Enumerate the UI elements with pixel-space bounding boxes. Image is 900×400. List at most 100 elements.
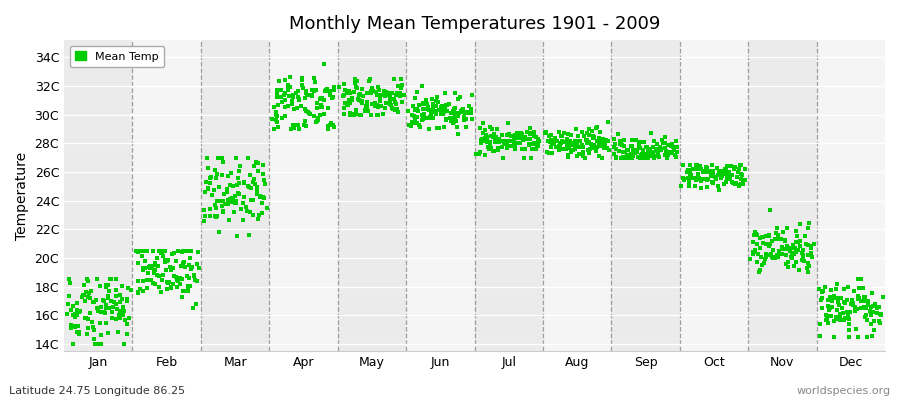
Point [759, 254, 773, 261]
Point [804, 244, 818, 251]
Point [750, 241, 764, 247]
Point [425, 96, 439, 102]
Point [228, 193, 242, 199]
Point [313, 96, 328, 102]
Point [230, 182, 244, 188]
Point [278, 77, 293, 84]
Point [724, 178, 739, 185]
Point [327, 124, 341, 130]
Point [699, 169, 714, 175]
Point [487, 131, 501, 137]
Point [632, 145, 646, 152]
Point [237, 178, 251, 185]
Point [236, 200, 250, 206]
Point [634, 139, 648, 145]
Point [857, 294, 871, 300]
Point [589, 148, 603, 154]
Point [663, 150, 678, 156]
Point [436, 106, 451, 112]
Point [738, 166, 752, 172]
Point [453, 94, 467, 100]
Point [732, 166, 746, 172]
Point [184, 248, 198, 254]
Point [476, 130, 491, 136]
Point [515, 131, 529, 138]
Point [571, 138, 585, 144]
Point [827, 334, 842, 340]
Point [748, 229, 762, 235]
Point [270, 90, 284, 97]
Point [662, 142, 677, 148]
Point [345, 111, 359, 118]
Point [851, 276, 866, 283]
Point [491, 147, 505, 154]
Point [284, 98, 299, 104]
Point [762, 232, 777, 238]
Point [832, 302, 846, 308]
Point [66, 323, 80, 329]
Point [448, 114, 463, 120]
Point [281, 82, 295, 88]
Point [616, 142, 630, 148]
Point [795, 257, 809, 264]
Point [363, 76, 377, 82]
Point [594, 136, 608, 142]
Point [72, 329, 86, 335]
Point [617, 154, 632, 161]
Point [580, 130, 594, 136]
Point [625, 151, 639, 157]
Point [864, 304, 878, 311]
Point [526, 146, 540, 152]
Point [696, 168, 710, 175]
Point [639, 144, 653, 150]
Point [724, 172, 739, 178]
Point [356, 93, 371, 99]
Point [681, 167, 696, 173]
Point [613, 140, 627, 146]
Point [520, 136, 535, 142]
Point [183, 282, 197, 289]
Point [548, 136, 562, 142]
Point [523, 131, 537, 138]
Point [473, 140, 488, 147]
Point [632, 139, 646, 146]
Point [812, 286, 826, 292]
Point [873, 310, 887, 317]
Point [848, 304, 862, 310]
Point [350, 78, 365, 84]
Point [829, 286, 843, 292]
Point [874, 312, 888, 318]
Point [80, 278, 94, 284]
Point [566, 147, 580, 154]
Point [140, 285, 154, 291]
Point [560, 135, 574, 142]
Point [337, 111, 351, 117]
Point [575, 144, 590, 150]
Point [217, 191, 231, 197]
Point [70, 323, 85, 329]
Point [822, 307, 836, 313]
Point [410, 105, 424, 112]
Point [778, 237, 792, 244]
Point [201, 186, 215, 192]
Point [830, 281, 844, 287]
Legend: Mean Temp: Mean Temp [69, 46, 165, 67]
Point [187, 272, 202, 278]
Point [435, 103, 449, 109]
Point [845, 297, 859, 303]
Point [641, 152, 655, 158]
Point [723, 176, 737, 182]
Point [753, 234, 768, 241]
Point [641, 154, 655, 161]
Point [601, 119, 616, 125]
Point [765, 254, 779, 260]
Point [218, 201, 232, 208]
Point [223, 195, 238, 202]
Point [814, 289, 829, 295]
Point [407, 113, 421, 119]
Bar [474, 40, 543, 351]
Point [136, 288, 150, 295]
Point [830, 307, 844, 314]
Point [800, 225, 814, 231]
Point [653, 147, 668, 154]
